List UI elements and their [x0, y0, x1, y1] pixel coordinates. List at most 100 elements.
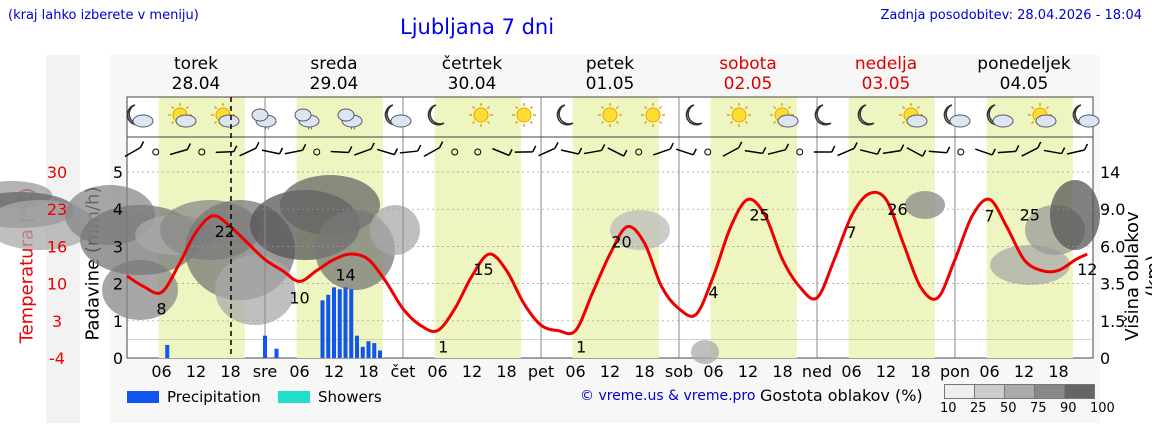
cloud-cover-scale: 10 25 50 75 90 100	[940, 384, 1115, 416]
cloud-shape	[992, 114, 1014, 128]
barb-feather	[301, 143, 307, 151]
moon-shape	[857, 104, 875, 126]
barb-feather	[1015, 145, 1020, 152]
cloud-shape	[251, 108, 269, 122]
wind-barb	[837, 142, 858, 157]
barb-feather	[532, 145, 537, 153]
barb-shaft	[882, 149, 901, 155]
barb-feather	[348, 146, 353, 153]
wind-barb	[376, 148, 399, 156]
wind-barb	[198, 148, 206, 156]
copyright-link[interactable]: © vreme.us & vreme.pro	[580, 388, 756, 404]
barb-feather	[1037, 141, 1042, 149]
cloud-shape	[949, 114, 971, 128]
precipitation-tick: 5	[113, 163, 123, 182]
daylight-band	[434, 97, 521, 358]
barb-shaft	[675, 148, 694, 156]
sun-ray	[514, 105, 519, 110]
barb-feather	[438, 141, 444, 148]
x-hour-label: 06	[979, 362, 999, 381]
wind-barb	[239, 141, 260, 157]
precipitation-tick: 4	[113, 200, 123, 219]
barb-shaft	[583, 149, 602, 155]
x-hour-label: 12	[1014, 362, 1034, 381]
barb-feather	[417, 144, 422, 152]
sun-ray	[529, 105, 534, 110]
barb-feather	[255, 141, 260, 149]
barb-feather	[899, 144, 905, 151]
temperature-value-label: 12	[1077, 260, 1097, 279]
sun-ray	[1030, 105, 1035, 110]
barb-feather	[508, 149, 513, 156]
moon-icon	[857, 104, 875, 126]
moon-shape	[685, 104, 703, 126]
barb-shaft	[652, 148, 671, 156]
wind-barb	[330, 146, 353, 154]
day-date: 30.04	[448, 74, 497, 94]
day-date: 03.05	[862, 74, 911, 94]
day-name: ponedeljek	[977, 54, 1071, 74]
cloud-cover-area	[610, 210, 670, 250]
temperature-value-label: 4	[708, 283, 718, 302]
cloud-height-tick: 1.5	[1100, 312, 1125, 331]
barb-feather	[669, 142, 674, 150]
barb-feather	[1060, 147, 1066, 154]
sun-ray	[170, 105, 175, 110]
barb-shaft	[722, 147, 740, 157]
sun-ray	[658, 105, 663, 110]
precipitation-bar	[349, 289, 354, 358]
sun-ray	[643, 105, 648, 110]
cloud-rain-icon: ʼʼ	[337, 108, 363, 137]
cloud-height-tick: 14	[1100, 163, 1120, 182]
calm-circle	[957, 148, 965, 156]
wind-barb	[169, 143, 192, 156]
temperature-value-label: 25	[1020, 205, 1040, 224]
precipitation-bar	[320, 300, 325, 358]
cloud-cover-scale-label: 25	[970, 401, 987, 416]
wind-barb	[704, 148, 712, 156]
barb-shaft	[124, 146, 141, 158]
temperature-value-label: 22	[215, 222, 235, 241]
wind-barb	[906, 147, 927, 157]
x-hour-label: 18	[634, 362, 654, 381]
wind-barb	[813, 145, 836, 153]
calm-circle	[313, 148, 321, 156]
sun-shape	[473, 107, 489, 123]
sun-ray	[471, 120, 476, 125]
x-hour-label: 18	[496, 362, 516, 381]
wind-barb	[1021, 141, 1042, 157]
precipitation-bar	[326, 294, 331, 358]
wind-barb	[957, 148, 965, 156]
rain-drops: ʼʼ	[350, 127, 356, 137]
sun-ray	[486, 105, 491, 110]
barb-shaft	[607, 147, 625, 157]
barb-shaft	[538, 147, 556, 157]
wind-barb	[152, 148, 160, 156]
x-hour-label: 06	[427, 362, 447, 381]
sun-ray	[600, 120, 605, 125]
cloud-shape	[337, 108, 355, 122]
x-hour-label: 06	[841, 362, 861, 381]
barb-feather	[692, 148, 697, 156]
wind-barb	[635, 148, 643, 156]
barb-feather	[922, 149, 927, 157]
barb-feather	[370, 142, 375, 150]
barb-shaft	[423, 146, 440, 158]
barb-shaft	[560, 149, 579, 155]
sun-ray	[916, 105, 921, 110]
legend-showers-label: Showers	[318, 388, 382, 406]
region-hint[interactable]: (kraj lahko izberete v meniju)	[8, 8, 199, 23]
wind-barb	[744, 147, 767, 155]
cloud-cover-area	[1050, 180, 1100, 250]
showers-swatch	[278, 391, 310, 403]
rain-drops: ʼʼ	[264, 127, 270, 137]
barb-feather	[233, 145, 238, 153]
barb-feather	[784, 143, 790, 151]
precipitation-bar	[343, 287, 348, 358]
daylight-band	[848, 97, 935, 358]
cloud-cover-scale-label: 75	[1030, 401, 1047, 416]
temperature-value-label: 8	[156, 299, 166, 318]
precipitation-bar	[360, 346, 365, 358]
wind-barb	[1066, 143, 1089, 155]
sun-ray	[729, 105, 734, 110]
